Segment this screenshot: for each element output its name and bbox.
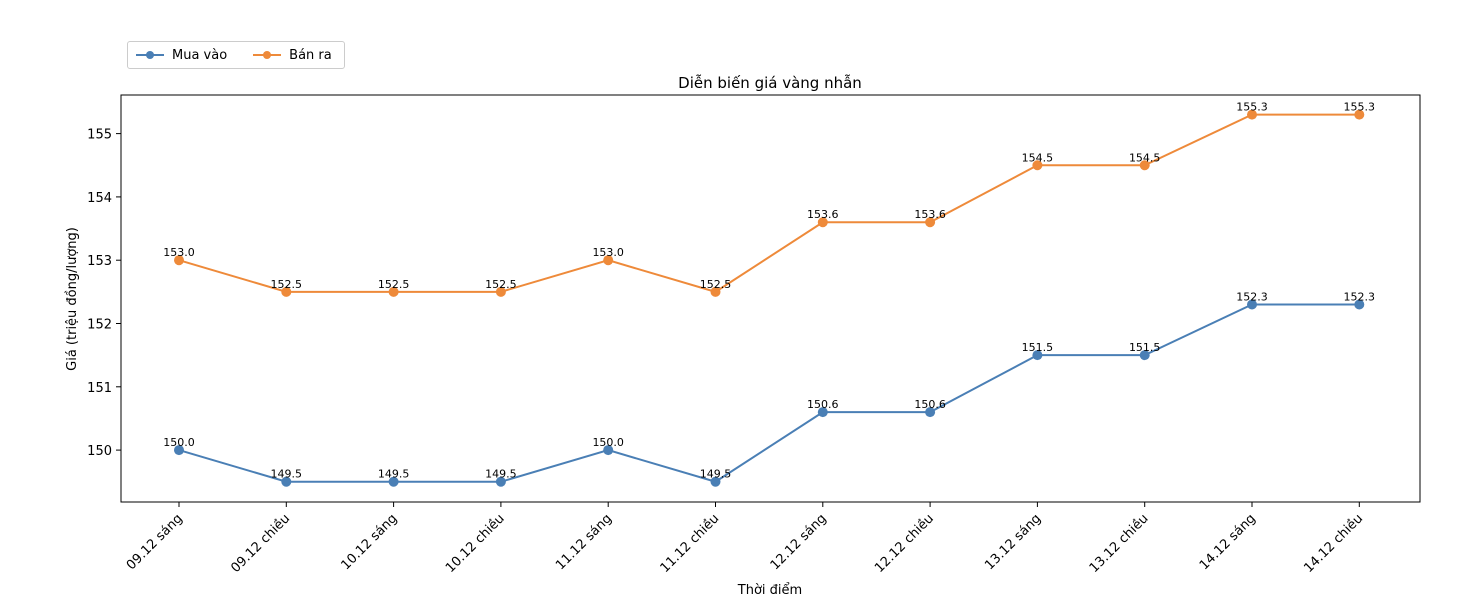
y-tick-label: 151: [87, 381, 112, 396]
data-label-mua-vao: 149.5: [378, 468, 410, 481]
data-label-mua-vao: 150.6: [807, 398, 839, 411]
data-label-ban-ra: 155.3: [1344, 101, 1376, 114]
y-tick-label: 152: [87, 318, 112, 333]
x-tick-label: 09.12 sáng: [124, 511, 186, 573]
data-point-mua-vao: [710, 476, 721, 487]
series-line-ban-ra: [178, 113, 1360, 293]
x-tick-label: 12.12 chiều: [872, 511, 937, 576]
data-point-ban-ra: [603, 255, 614, 266]
y-tick-label: 155: [87, 128, 112, 143]
data-point-ban-ra: [388, 286, 399, 297]
data-label-ban-ra: 153.6: [914, 208, 946, 221]
data-point-mua-vao: [1247, 299, 1257, 310]
data-point-mua-vao: [925, 407, 936, 418]
y-tick-label: 150: [87, 444, 112, 459]
legend-label-ban-ra: Bán ra: [289, 47, 332, 63]
data-label-mua-vao: 151.5: [1022, 341, 1054, 354]
data-point-ban-ra: [281, 286, 292, 297]
data-label-mua-vao: 152.3: [1236, 291, 1268, 304]
data-label-mua-vao: 150.0: [163, 436, 195, 449]
chart-legend: Mua vào Bán ra: [127, 41, 345, 69]
data-label-mua-vao: 149.5: [700, 468, 732, 481]
data-label-mua-vao: 152.3: [1344, 291, 1376, 304]
x-tick-label: 13.12 sáng: [982, 511, 1044, 573]
data-label-ban-ra: 154.5: [1022, 151, 1054, 164]
legend-label-mua-vao: Mua vào: [172, 47, 228, 63]
data-point-mua-vao: [495, 476, 506, 487]
data-point-ban-ra: [1032, 160, 1043, 171]
data-label-ban-ra: 153.0: [163, 246, 195, 259]
data-point-mua-vao: [1032, 350, 1043, 361]
data-label-ban-ra: 152.5: [485, 278, 517, 291]
data-label-ban-ra: 154.5: [1129, 151, 1161, 164]
x-tick-label: 10.12 sáng: [338, 511, 400, 573]
data-label-ban-ra: 152.5: [378, 278, 410, 291]
data-point-mua-vao: [388, 476, 399, 487]
x-tick-label: 13.12 chiều: [1087, 511, 1152, 576]
data-label-mua-vao: 150.0: [592, 436, 624, 449]
data-point-mua-vao: [174, 445, 184, 456]
x-tick-label: 11.12 chiều: [658, 511, 723, 576]
y-tick-label: 153: [87, 254, 112, 269]
x-tick-label: 14.12 sáng: [1197, 511, 1259, 573]
legend-item-mua-vao: Mua vào: [136, 48, 227, 63]
x-tick-label: 12.12 sáng: [768, 511, 830, 573]
x-tick-label: 14.12 chiều: [1301, 511, 1366, 576]
data-point-ban-ra: [925, 217, 936, 228]
data-point-mua-vao: [603, 445, 614, 456]
legend-swatch-ban-ra: [253, 51, 282, 59]
data-point-mua-vao: [1139, 350, 1150, 361]
data-label-mua-vao: 151.5: [1129, 341, 1161, 354]
y-tick-label: 154: [87, 191, 112, 206]
x-tick-label: 09.12 chiều: [228, 511, 293, 576]
legend-swatch-mua-vao: [136, 51, 164, 59]
x-tick-label: 11.12 sáng: [553, 511, 615, 573]
data-point-mua-vao: [817, 407, 828, 418]
y-axis-label: Giá (triệu đồng/lượng): [65, 227, 80, 371]
data-label-mua-vao: 149.5: [485, 468, 517, 481]
data-point-ban-ra: [817, 217, 828, 228]
data-label-ban-ra: 155.3: [1236, 101, 1268, 114]
data-label-ban-ra: 152.5: [271, 278, 303, 291]
data-point-mua-vao: [1354, 299, 1365, 310]
data-point-ban-ra: [1354, 109, 1365, 120]
plot-area: [120, 94, 1421, 503]
x-axis-label: Thời điểm: [737, 583, 802, 598]
x-tick-label: 10.12 chiều: [443, 511, 508, 576]
data-point-ban-ra: [495, 286, 506, 297]
data-point-mua-vao: [281, 476, 292, 487]
series-line-mua-vao: [178, 303, 1360, 483]
data-label-mua-vao: 149.5: [271, 468, 303, 481]
series-mua-vao: 150.0 149.5 149.5 149.5 150.0 149.5 150.6 150.6…: [163, 291, 1375, 487]
series-ban-ra: 153.0 152.5 152.5 152.5 153.0 152.5 153.6 153.6…: [163, 101, 1375, 297]
data-point-ban-ra: [1139, 160, 1150, 171]
chart-title: Diễn biến giá vàng nhẫn: [678, 74, 862, 92]
data-label-ban-ra: 153.0: [592, 246, 624, 259]
data-label-ban-ra: 153.6: [807, 208, 839, 221]
data-point-ban-ra: [174, 255, 184, 266]
data-label-ban-ra: 152.5: [700, 278, 732, 291]
data-point-ban-ra: [710, 286, 721, 297]
data-point-ban-ra: [1247, 109, 1257, 120]
data-label-mua-vao: 150.6: [914, 398, 946, 411]
legend-item-ban-ra: Bán ra: [253, 48, 332, 63]
